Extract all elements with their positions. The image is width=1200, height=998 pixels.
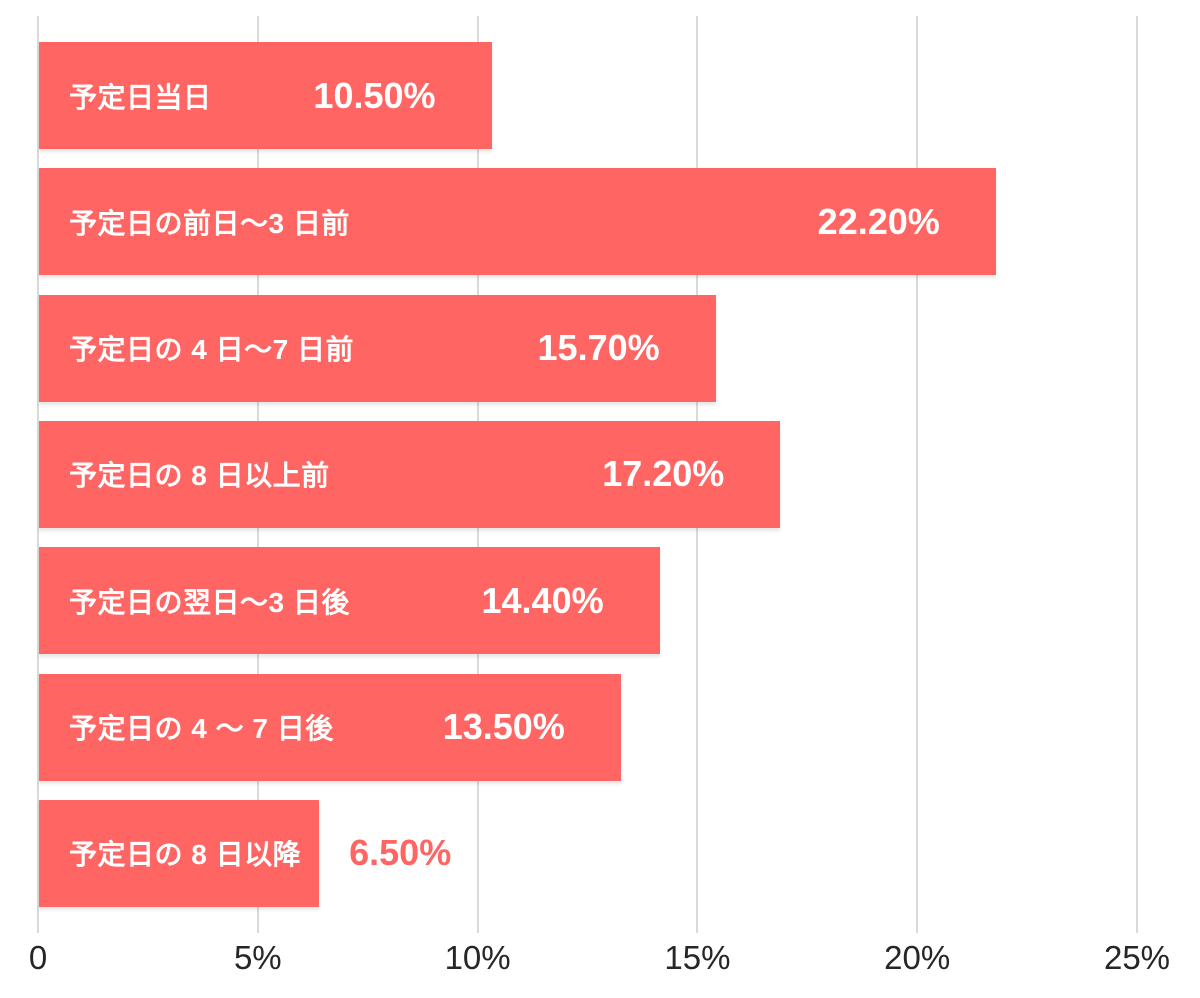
bar-value-label: 14.40%	[481, 579, 604, 621]
bar-value-label: 17.20%	[602, 453, 725, 495]
bar	[39, 673, 621, 781]
bar	[39, 42, 492, 149]
bar-row: 予定日の 4 日～7 日前 15.70%	[0, 294, 1200, 402]
bar-value-label: 10.50%	[313, 74, 436, 116]
x-axis-tick-label: 0	[28, 939, 48, 976]
gridline-0	[37, 16, 39, 933]
gridline-20%	[916, 16, 919, 933]
bar-category-label: 予定日の 8 日以降	[69, 839, 302, 871]
bar-row: 予定日の 8 日以上前 17.20%	[0, 420, 1200, 528]
bar	[39, 168, 996, 276]
bar-row: 予定日の翌日～3 日後 14.40%	[0, 547, 1200, 655]
bar	[39, 420, 781, 528]
x-axis-tick-label: 15%	[664, 939, 731, 976]
bar-value-label: 6.50%	[349, 832, 452, 874]
bar	[39, 799, 320, 907]
bar-category-label: 予定日の 4 日～7 日前	[69, 334, 354, 366]
bar-row: 予定日の 4 ～ 7 日後 13.50%	[0, 673, 1200, 781]
x-axis-tick-label: 20%	[884, 939, 951, 976]
bar-category-label: 予定日の 4 ～ 7 日後	[69, 713, 334, 745]
gridline-25%	[1136, 16, 1138, 933]
bar-value-label: 13.50%	[442, 706, 565, 748]
x-axis-tick-label: 5%	[233, 939, 282, 976]
bar	[39, 547, 660, 655]
bar-category-label: 予定日の 8 日以上前	[69, 460, 330, 492]
bar-row: 予定日当日 10.50%	[0, 42, 1200, 149]
bar-value-label: 22.20%	[817, 200, 940, 242]
bar-value-label: 15.70%	[537, 327, 660, 369]
x-axis: 0 5% 10% 15% 20% 25%	[0, 936, 1200, 980]
bar-row: 予定日の前日～3 日前 22.20%	[0, 168, 1200, 276]
x-axis-tick-label: 10%	[444, 939, 511, 976]
bar-category-label: 予定日当日	[69, 81, 212, 113]
bar	[39, 294, 716, 402]
bar-category-label: 予定日の翌日～3 日後	[69, 586, 350, 618]
bar-category-label: 予定日の前日～3 日前	[69, 207, 350, 239]
bar-row: 予定日の 8 日以降 6.50%	[0, 799, 1200, 907]
x-axis-tick-label: 25%	[1103, 939, 1171, 976]
